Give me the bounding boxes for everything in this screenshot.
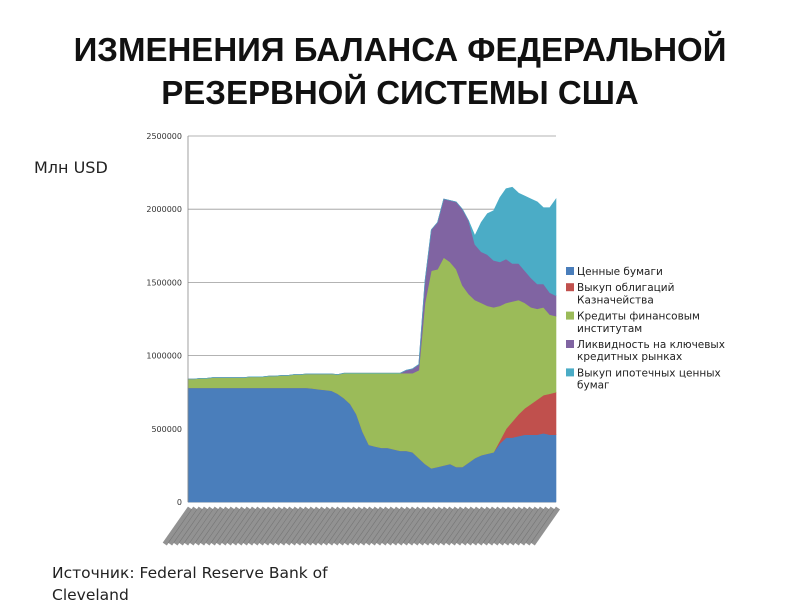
y-tick-label: 1500000 bbox=[146, 278, 182, 287]
x-tick-label bbox=[434, 506, 465, 546]
x-tick-label bbox=[477, 506, 507, 546]
x-tick-label bbox=[461, 506, 491, 546]
x-tick-label bbox=[306, 506, 337, 546]
x-tick-label bbox=[189, 506, 219, 546]
x-tick-label bbox=[226, 506, 257, 546]
legend-label: Выкуп облигаций Казначейства bbox=[577, 282, 674, 306]
x-tick-label bbox=[493, 506, 523, 546]
x-tick-label bbox=[418, 506, 449, 546]
x-tick-label bbox=[525, 506, 555, 546]
legend-label: Ликвидность на ключевых кредитных рынках bbox=[577, 339, 725, 363]
x-tick-label bbox=[194, 506, 225, 546]
x-tick-label bbox=[301, 506, 331, 546]
source-note: Источник: Federal Reserve Bank of Clevel… bbox=[52, 564, 328, 604]
x-tick-label bbox=[258, 506, 289, 546]
x-tick-label bbox=[280, 506, 310, 546]
x-tick-label bbox=[466, 506, 497, 546]
x-tick-label bbox=[205, 506, 235, 546]
x-tick-label bbox=[200, 506, 230, 546]
x-tick-label bbox=[269, 506, 299, 546]
y-tick-label: 2500000 bbox=[146, 132, 182, 141]
x-tick-label bbox=[237, 506, 267, 546]
x-tick-label bbox=[210, 506, 241, 546]
x-tick-label bbox=[482, 506, 513, 546]
x-tick-label bbox=[264, 506, 294, 546]
x-tick-label bbox=[450, 506, 481, 546]
x-tick-label bbox=[472, 506, 502, 546]
x-tick-label bbox=[509, 506, 539, 546]
x-tick-label bbox=[184, 506, 214, 546]
legend-swatch bbox=[566, 267, 574, 275]
x-tick-label bbox=[248, 506, 278, 546]
x-tick-label bbox=[456, 506, 486, 546]
x-tick-label bbox=[253, 506, 283, 546]
x-tick-label bbox=[338, 506, 369, 546]
x-tick-label bbox=[530, 506, 561, 546]
x-tick-label bbox=[168, 506, 198, 546]
x-tick-label bbox=[322, 506, 353, 546]
x-tick-label bbox=[408, 506, 438, 546]
x-tick-label bbox=[221, 506, 251, 546]
x-tick-label bbox=[360, 506, 390, 546]
x-tick-label bbox=[392, 506, 422, 546]
x-tick-label bbox=[274, 506, 305, 546]
legend-swatch bbox=[566, 340, 574, 348]
x-tick-label bbox=[328, 506, 358, 546]
title-line-2: РЕЗЕРВНОЙ СИСТЕМЫ США bbox=[161, 74, 639, 111]
y-tick-label: 1000000 bbox=[146, 352, 182, 361]
legend-swatch bbox=[566, 368, 574, 377]
x-tick-label bbox=[290, 506, 321, 546]
x-tick-label bbox=[173, 506, 203, 546]
x-tick-label bbox=[296, 506, 326, 546]
x-tick-label bbox=[381, 506, 411, 546]
y-tick-label: 0 bbox=[177, 498, 182, 507]
legend-label: Кредиты финансовым институтам bbox=[577, 311, 700, 335]
y-tick-label: 500000 bbox=[151, 425, 182, 434]
x-tick-label bbox=[312, 506, 342, 546]
x-tick-label bbox=[333, 506, 363, 546]
x-tick-label bbox=[440, 506, 470, 546]
legend-swatch bbox=[566, 283, 574, 292]
area-series-5 bbox=[188, 186, 557, 380]
x-tick-label bbox=[429, 506, 459, 546]
x-tick-label bbox=[386, 506, 417, 546]
x-tick-label bbox=[354, 506, 385, 546]
title-line-1: ИЗМЕНЕНИЯ БАЛАНСА ФЕДЕРАЛЬНОЙ bbox=[73, 31, 727, 68]
x-tick-label bbox=[424, 506, 454, 546]
x-tick-label bbox=[370, 506, 401, 546]
x-tick-label bbox=[488, 506, 518, 546]
legend-swatch bbox=[566, 311, 574, 320]
y-tick-label: 2000000 bbox=[146, 205, 182, 214]
x-tick-label bbox=[413, 506, 443, 546]
x-tick-label bbox=[498, 506, 529, 546]
x-tick-label bbox=[232, 506, 262, 546]
x-tick-label bbox=[402, 506, 433, 546]
x-tick-label bbox=[344, 506, 374, 546]
x-tick-label bbox=[349, 506, 379, 546]
page-title: ИЗМЕНЕНИЯ БАЛАНСА ФЕДЕРАЛЬНОЙ РЕЗЕРВНОЙ … bbox=[0, 28, 800, 114]
x-tick-label bbox=[317, 506, 347, 546]
x-tick-label bbox=[376, 506, 406, 546]
x-tick-label bbox=[365, 506, 395, 546]
x-tick-label bbox=[514, 506, 545, 546]
x-tick-label bbox=[285, 506, 315, 546]
legend-label: Ценные бумаги bbox=[577, 266, 663, 278]
x-tick-label bbox=[445, 506, 475, 546]
x-tick-label bbox=[162, 506, 193, 546]
x-tick-label bbox=[178, 506, 209, 546]
legend-label: Выкуп ипотечных ценных бумаг bbox=[577, 367, 721, 391]
x-tick-label bbox=[504, 506, 534, 546]
x-tick-label bbox=[520, 506, 550, 546]
x-tick-label bbox=[397, 506, 427, 546]
x-tick-label bbox=[216, 506, 246, 546]
x-tick-label bbox=[242, 506, 273, 546]
unit-label: Млн USD bbox=[34, 158, 108, 177]
